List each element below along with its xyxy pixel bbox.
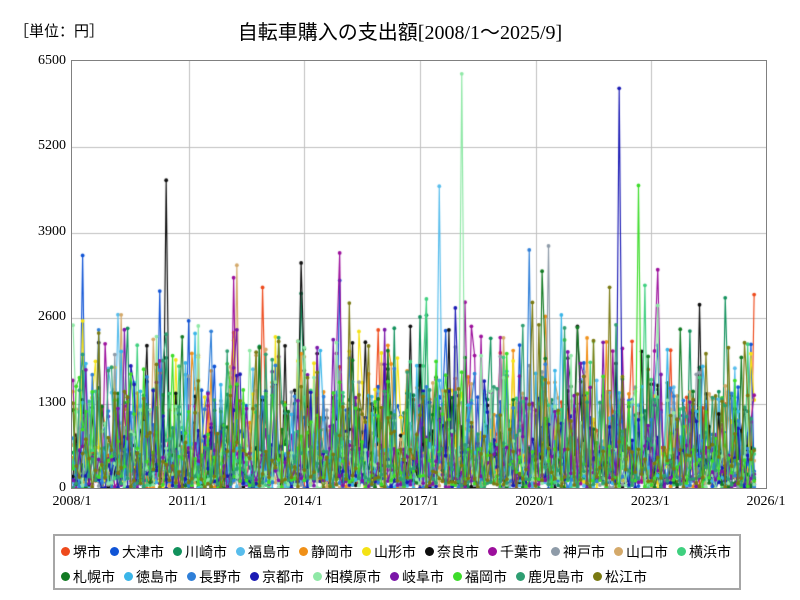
legend-marker-icon [110, 547, 119, 556]
legend-label: 奈良市 [437, 543, 479, 560]
legend-label: 大津市 [122, 543, 164, 560]
legend-label: 横浜市 [689, 543, 731, 560]
plot-area [71, 60, 767, 489]
legend-marker-icon [390, 572, 399, 581]
legend-marker-icon [61, 572, 70, 581]
legend-marker-icon [124, 572, 133, 581]
legend-label: 岐阜市 [402, 568, 444, 585]
legend-label: 松江市 [605, 568, 647, 585]
legend-item[interactable]: 神戸市 [551, 545, 605, 559]
legend-label: 堺市 [73, 543, 101, 560]
legend-item[interactable]: 札幌市 [61, 570, 115, 584]
y-axis: 0 1300 2600 3900 5200 6500 [0, 0, 66, 600]
chart-canvas [72, 61, 766, 488]
legend-label: 京都市 [262, 568, 304, 585]
legend-marker-icon [313, 572, 322, 581]
chart-title: 自転車購入の支出額[2008/1～2025/9] [237, 22, 563, 44]
y-axis-tick-label: 0 [59, 480, 66, 495]
legend-marker-icon [593, 572, 602, 581]
legend-marker-icon [187, 572, 196, 581]
legend-item[interactable]: 山口市 [614, 545, 668, 559]
legend-item[interactable]: 山形市 [362, 545, 416, 559]
legend-label: 福島市 [248, 543, 290, 560]
x-axis-tick-label: 2017/1 [399, 494, 439, 509]
y-axis-tick-label: 6500 [38, 53, 66, 68]
x-axis-tick-label: 2020/1 [515, 494, 555, 509]
legend-item[interactable]: 大津市 [110, 545, 164, 559]
legend-marker-icon [250, 572, 259, 581]
legend-item[interactable]: 福岡市 [453, 570, 507, 584]
legend-label: 山口市 [626, 543, 668, 560]
x-axis-tick-label: 2011/1 [168, 494, 207, 509]
chart-legend: 堺市 大津市 川崎市 福島市 静岡市 山形市 奈良市 千葉市 神戸市 山口市 横浜市札幌市 徳島市 長野… [53, 534, 741, 590]
legend-item[interactable]: 岐阜市 [390, 570, 444, 584]
legend-label: 山形市 [374, 543, 416, 560]
legend-marker-icon [61, 547, 70, 556]
legend-item[interactable]: 松江市 [593, 570, 647, 584]
unit-label: ［単位：円］ [14, 24, 105, 40]
legend-item[interactable]: 相模原市 [313, 570, 381, 584]
legend-marker-icon [299, 547, 308, 556]
y-axis-tick-label: 3900 [38, 223, 66, 239]
legend-label: 鹿児島市 [528, 568, 584, 585]
legend-item[interactable]: 奈良市 [425, 545, 479, 559]
legend-label: 相模原市 [325, 568, 381, 585]
legend-marker-icon [453, 572, 462, 581]
y-axis-tick-label: 5200 [38, 138, 66, 154]
legend-label: 千葉市 [500, 543, 542, 560]
x-axis-tick-label: 2014/1 [283, 494, 323, 509]
legend-item[interactable]: 京都市 [250, 570, 304, 584]
legend-label: 神戸市 [563, 543, 605, 560]
legend-item[interactable]: 千葉市 [488, 545, 542, 559]
legend-row: 堺市 大津市 川崎市 福島市 静岡市 山形市 奈良市 千葉市 神戸市 山口市 横浜市 [61, 539, 735, 564]
legend-label: 福岡市 [465, 568, 507, 585]
x-axis-tick-label: 2023/1 [630, 494, 670, 509]
x-axis-tick-label: 2008/1 [52, 494, 92, 509]
legend-item[interactable]: 徳島市 [124, 570, 178, 584]
legend-marker-icon [236, 547, 245, 556]
legend-item[interactable]: 鹿児島市 [516, 570, 584, 584]
x-axis-tick-label: 2026/1 [746, 494, 786, 509]
legend-marker-icon [425, 547, 434, 556]
legend-row: 札幌市 徳島市 長野市 京都市 相模原市 岐阜市 福岡市 鹿児島市 松江市 [61, 564, 735, 589]
legend-marker-icon [516, 572, 525, 581]
legend-marker-icon [362, 547, 371, 556]
legend-item[interactable]: 福島市 [236, 545, 290, 559]
legend-label: 長野市 [199, 568, 241, 585]
legend-label: 札幌市 [73, 568, 115, 585]
legend-item[interactable]: 堺市 [61, 545, 101, 559]
legend-label: 徳島市 [136, 568, 178, 585]
legend-label: 静岡市 [311, 543, 353, 560]
legend-marker-icon [677, 547, 686, 556]
legend-label: 川崎市 [185, 543, 227, 560]
y-axis-tick-label: 1300 [38, 394, 66, 410]
legend-item[interactable]: 横浜市 [677, 545, 731, 559]
legend-item[interactable]: 長野市 [187, 570, 241, 584]
legend-item[interactable]: 静岡市 [299, 545, 353, 559]
legend-item[interactable]: 川崎市 [173, 545, 227, 559]
legend-marker-icon [551, 547, 560, 556]
y-axis-tick-label: 2600 [38, 309, 66, 325]
legend-marker-icon [488, 547, 497, 556]
legend-marker-icon [173, 547, 182, 556]
legend-marker-icon [614, 547, 623, 556]
